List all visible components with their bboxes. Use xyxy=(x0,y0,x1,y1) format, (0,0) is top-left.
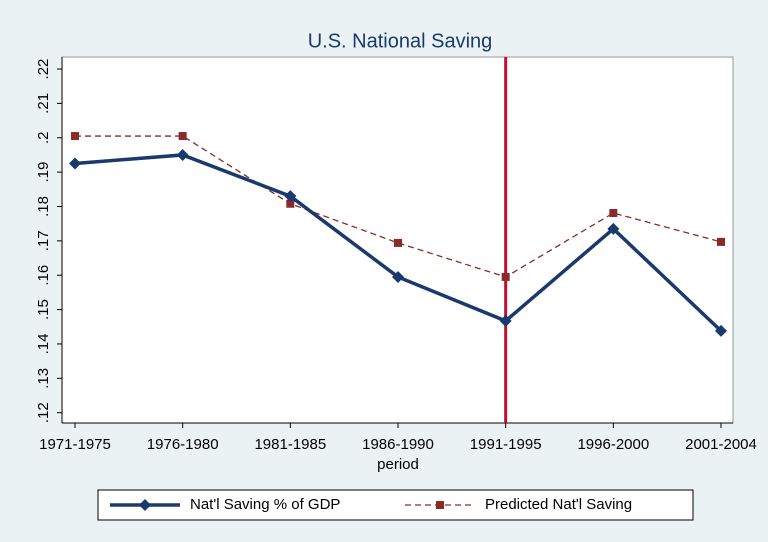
y-tick-label: .14 xyxy=(35,334,52,355)
y-tick-label: .13 xyxy=(35,368,52,389)
legend-box xyxy=(97,489,694,521)
y-tick-label: .21 xyxy=(35,93,52,114)
chart-title: U.S. National Saving xyxy=(308,30,493,52)
x-tick-label: 1971-1975 xyxy=(39,436,111,453)
data-point xyxy=(392,270,404,283)
legend-label: Predicted Nat'l Saving xyxy=(485,496,632,513)
data-point xyxy=(501,272,510,281)
y-tick-label: .12 xyxy=(35,402,52,423)
x-tick-label: 1976-1980 xyxy=(147,436,219,453)
y-tick-label: .15 xyxy=(35,299,52,320)
legend-marker xyxy=(436,501,444,509)
legend-marker xyxy=(139,499,151,511)
data-point xyxy=(394,238,402,247)
y-tick-label: .18 xyxy=(35,196,52,217)
x-tick-label: 1991-1995 xyxy=(470,436,542,453)
data-point xyxy=(178,132,187,141)
data-point xyxy=(499,314,512,327)
x-tick-label: 1981-1985 xyxy=(254,436,326,453)
data-point xyxy=(176,148,189,161)
y-tick-label: .2 xyxy=(35,132,52,145)
x-tick-label: 1986-1990 xyxy=(362,436,434,453)
data-point xyxy=(717,237,725,246)
data-point xyxy=(286,199,295,208)
data-point xyxy=(609,209,618,218)
y-tick-label: .19 xyxy=(35,162,52,183)
data-point xyxy=(607,222,620,235)
data-point xyxy=(284,190,297,203)
legend-label: Nat'l Saving % of GDP xyxy=(190,496,340,513)
y-tick-label: .22 xyxy=(35,59,52,80)
x-tick-label: 2001-2004 xyxy=(685,436,757,453)
x-axis-label: period xyxy=(377,456,419,473)
data-point xyxy=(715,324,727,337)
data-point xyxy=(69,157,81,170)
y-tick-label: .16 xyxy=(35,265,52,286)
data-point xyxy=(71,132,79,141)
x-tick-label: 1996-2000 xyxy=(577,436,649,453)
y-tick-label: .17 xyxy=(35,230,52,251)
